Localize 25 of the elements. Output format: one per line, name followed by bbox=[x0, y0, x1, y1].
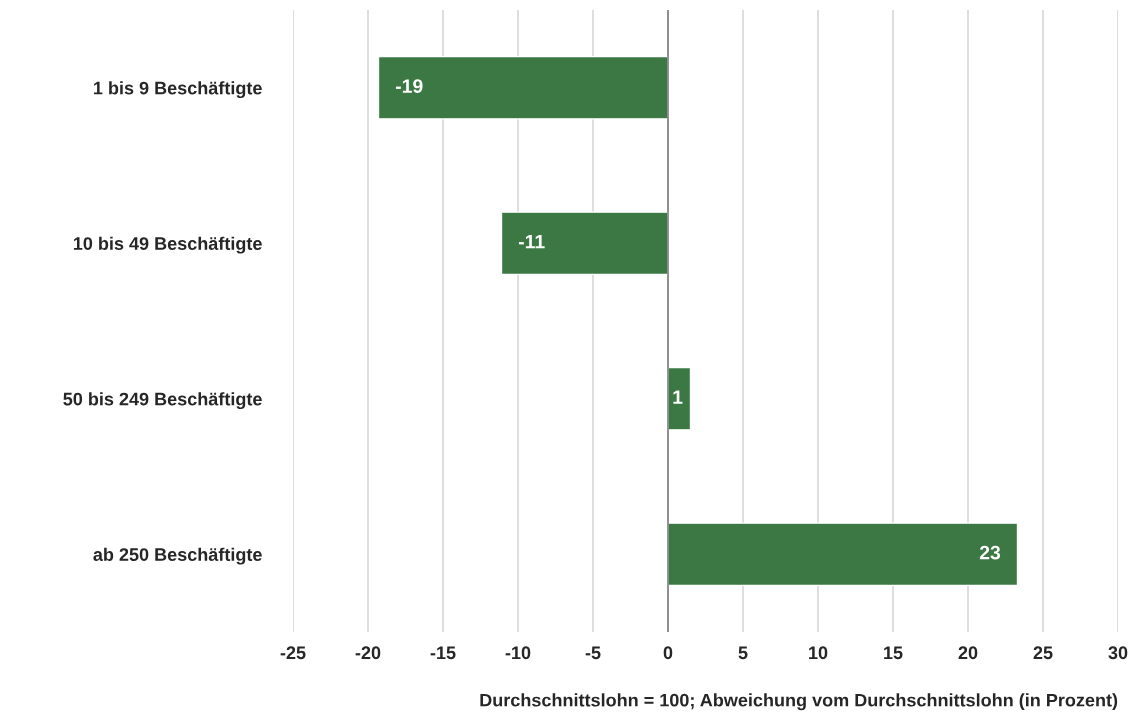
x-tick-label: 30 bbox=[1108, 646, 1128, 660]
x-tick-label: 10 bbox=[809, 646, 828, 660]
y-tick-label: 10 bis 49 Beschäftigte bbox=[73, 236, 262, 254]
x-axis-title: Durchschnittslohn = 100; Abweichung vom Durchschnittslohn (in Prozent) bbox=[480, 693, 1118, 711]
x-tick-label: 5 bbox=[738, 646, 748, 660]
bar bbox=[667, 522, 1019, 587]
data-label: 23 bbox=[979, 545, 1001, 560]
bar bbox=[667, 366, 692, 431]
x-tick-label: -15 bbox=[430, 646, 456, 660]
x-tick-label: -25 bbox=[280, 646, 306, 660]
x-tick-label: 25 bbox=[1033, 646, 1053, 660]
x-tick-label: -5 bbox=[585, 646, 601, 660]
x-tick-label: -20 bbox=[355, 646, 381, 660]
data-label: -11 bbox=[518, 234, 545, 249]
bar bbox=[500, 211, 669, 276]
x-tick-label: 20 bbox=[958, 646, 978, 660]
x-tick-label: 0 bbox=[663, 646, 673, 660]
x-tick-label: -10 bbox=[505, 646, 531, 660]
x-tick-label: 15 bbox=[884, 646, 903, 660]
y-tick-label: 50 bis 249 Beschäftigte bbox=[63, 392, 262, 410]
y-tick-label: 1 bis 9 Beschäftigte bbox=[94, 81, 262, 99]
y-tick-label: ab 250 Beschäftigte bbox=[93, 547, 262, 565]
data-label: -19 bbox=[395, 79, 423, 93]
bar bbox=[377, 55, 669, 120]
data-label: 1 bbox=[673, 390, 683, 404]
